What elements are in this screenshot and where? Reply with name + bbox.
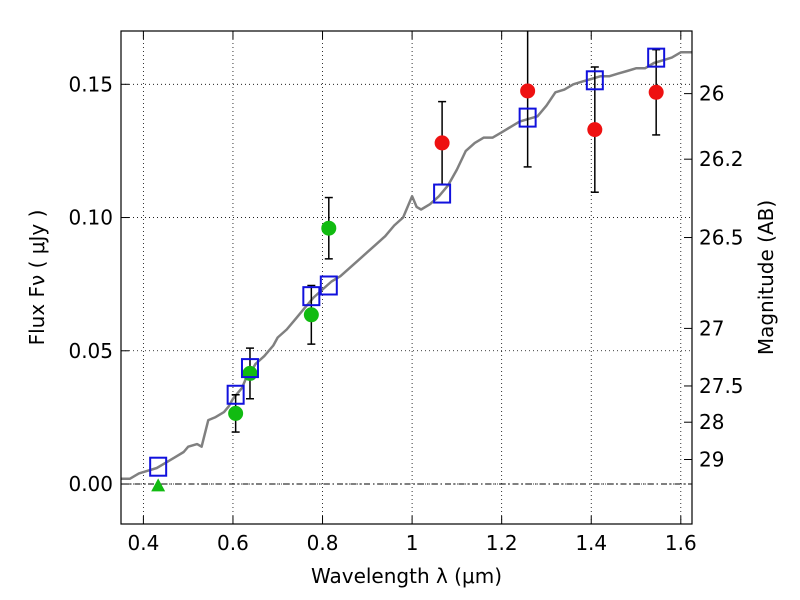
right-axis-label: Magnitude (AB) xyxy=(754,200,778,355)
marker-layer xyxy=(149,47,666,492)
y-axis-label: Flux Fν ( μJy ) xyxy=(25,210,49,346)
model-flux-square xyxy=(319,275,338,296)
model-layer xyxy=(121,51,692,480)
grid-layer xyxy=(121,31,692,524)
right-tick-label: 26.5 xyxy=(699,226,744,250)
right-tick-label: 26.2 xyxy=(699,147,744,171)
model-flux-square xyxy=(149,456,168,477)
model-flux-square xyxy=(302,286,321,307)
model-sed-line xyxy=(121,51,692,480)
right-tick-label: 29 xyxy=(699,448,724,472)
model-flux-square xyxy=(518,107,537,128)
upper-limit-triangle xyxy=(151,478,166,492)
right-tick-label: 28 xyxy=(699,410,724,434)
photometry-point xyxy=(520,83,536,99)
right-tick-label: 27.5 xyxy=(699,374,744,398)
tick-layer: 0.4 0.6 0.8 1 1.2 1.4 1.6 0.00 0.05 0.10 0.15 26 26.… xyxy=(68,31,744,555)
photometry-point xyxy=(321,220,337,236)
y-tick-label: 0.15 xyxy=(68,72,113,96)
y-tick-label: 0.10 xyxy=(68,206,113,230)
right-tick-label: 26 xyxy=(699,82,724,106)
right-tick-label: 27 xyxy=(699,316,724,340)
x-tick-label: 1 xyxy=(406,531,419,555)
model-flux-square xyxy=(240,358,259,379)
plot-frame xyxy=(120,30,693,525)
x-tick-label: 0.6 xyxy=(217,531,249,555)
y-tick-label: 0.05 xyxy=(68,339,113,363)
x-axis-label: Wavelength λ (μm) xyxy=(311,564,502,588)
photometry-point xyxy=(434,135,450,151)
model-flux-square xyxy=(226,384,245,405)
model-flux-square xyxy=(647,47,666,68)
photometry-point xyxy=(228,405,244,421)
y-tick-label: 0.00 xyxy=(68,472,113,496)
x-tick-label: 1.2 xyxy=(486,531,518,555)
photometry-point xyxy=(587,122,603,138)
model-flux-square xyxy=(585,70,604,91)
x-tick-label: 1.6 xyxy=(665,531,697,555)
photometry-point xyxy=(242,365,258,381)
photometry-point xyxy=(648,84,664,100)
model-flux-square xyxy=(433,183,452,204)
x-tick-label: 0.4 xyxy=(127,531,159,555)
x-tick-label: 0.8 xyxy=(307,531,339,555)
x-tick-label: 1.4 xyxy=(575,531,607,555)
error-bar-layer xyxy=(231,31,661,433)
photometry-point xyxy=(303,307,319,323)
